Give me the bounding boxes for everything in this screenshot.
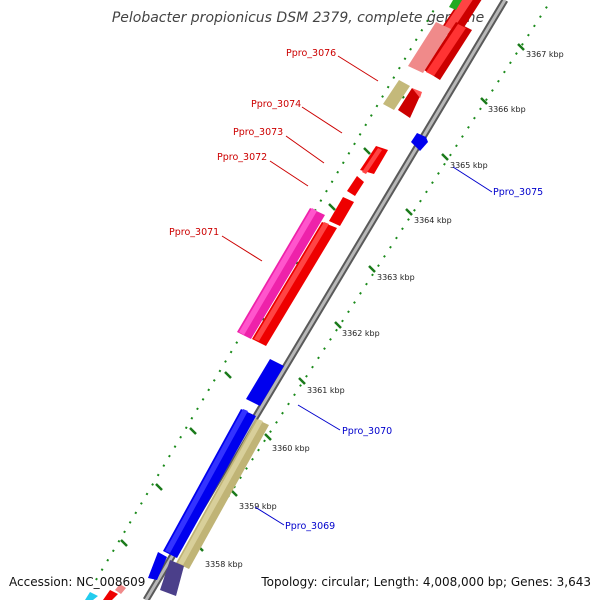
gene-highlight — [426, 24, 466, 76]
major-tick — [120, 539, 128, 547]
tick-label: 3361 kbp — [307, 386, 345, 395]
leader-line — [301, 106, 343, 134]
major-tick — [155, 483, 163, 491]
gene-dark-purple[interactable] — [160, 560, 184, 596]
gene-label-ppro-3069[interactable]: Ppro_3069 — [285, 521, 335, 532]
major-tick — [189, 427, 197, 435]
accession-text: Accession: NC_008609 — [9, 575, 145, 589]
gene-label-ppro-3074[interactable]: Ppro_3074 — [251, 99, 301, 110]
topology-text: Topology: circular; Length: 4,008,000 bp… — [260, 575, 591, 589]
gene-label-ppro-3071[interactable]: Ppro_3071 — [169, 227, 219, 238]
leader-line — [297, 404, 341, 431]
tick-label: 3366 kbp — [488, 105, 526, 114]
tick-label: 3360 kbp — [272, 444, 310, 453]
gene-bottom-pink[interactable] — [115, 584, 126, 594]
gene-label-ppro-3073[interactable]: Ppro_3073 — [233, 127, 283, 138]
gene-highlight — [362, 148, 382, 174]
gene-reverse-red-small[interactable] — [398, 88, 420, 118]
gene-ppro-3072b[interactable] — [329, 197, 354, 226]
gene-label-ppro-3070[interactable]: Ppro_3070 — [342, 426, 392, 437]
gene-highlight — [239, 208, 317, 335]
gene-top-red-reverse-highlight — [442, 0, 473, 34]
tick-label: 3362 kbp — [342, 329, 380, 338]
forward-leaders — [221, 55, 379, 262]
gene-highlight — [165, 409, 248, 553]
tick-label: 3365 kbp — [450, 161, 488, 170]
gene-ppro-3074[interactable] — [383, 80, 410, 110]
gene-ppro-3070[interactable] — [246, 359, 284, 406]
gene-ppro-3072[interactable] — [347, 176, 364, 196]
gene-highlight — [178, 419, 263, 565]
leader-line — [269, 160, 309, 187]
outer-major-ticks — [120, 35, 440, 547]
gene-top-green[interactable] — [449, 0, 462, 10]
major-tick — [224, 371, 232, 379]
gene-label-ppro-3076[interactable]: Ppro_3076 — [286, 48, 336, 59]
major-tick — [480, 97, 488, 105]
major-tick — [298, 377, 306, 385]
major-tick — [328, 203, 336, 211]
tick-label: 3364 kbp — [414, 216, 452, 225]
reverse-leaders — [254, 166, 493, 526]
tick-label: 3359 kbp — [239, 502, 277, 511]
leader-line — [254, 506, 285, 526]
major-tick — [363, 147, 371, 155]
major-tick — [368, 265, 376, 273]
gene-label-ppro-3072[interactable]: Ppro_3072 — [217, 152, 267, 163]
map-title: Pelobacter propionicus DSM 2379, complet… — [112, 10, 484, 26]
major-ticks — [196, 43, 525, 552]
gene-ppro-3075[interactable] — [411, 133, 428, 151]
major-tick — [441, 153, 449, 161]
gene-bottom-red[interactable] — [103, 590, 118, 600]
inner-dotted-line — [173, 4, 549, 581]
tick-label: 3367 kbp — [526, 50, 564, 59]
gene-ppro-3076[interactable] — [408, 22, 451, 73]
major-tick — [334, 321, 342, 329]
major-tick — [405, 208, 413, 216]
tick-label: 3363 kbp — [377, 273, 415, 282]
tick-label: 3358 kbp — [205, 560, 243, 569]
leader-line — [337, 55, 379, 82]
major-tick — [264, 433, 272, 441]
outer-dotted-line — [95, 2, 439, 581]
leader-line — [221, 235, 263, 262]
major-tick — [517, 43, 525, 51]
gene-bottom-blue[interactable] — [148, 552, 167, 580]
gene-label-ppro-3075[interactable]: Ppro_3075 — [493, 187, 543, 198]
gene-reverse-red-small-arrow — [412, 88, 422, 98]
gene-bottom-cyan[interactable] — [85, 592, 98, 600]
leader-line — [285, 135, 325, 164]
leader-line — [452, 166, 493, 193]
gene-highlight — [254, 222, 329, 341]
